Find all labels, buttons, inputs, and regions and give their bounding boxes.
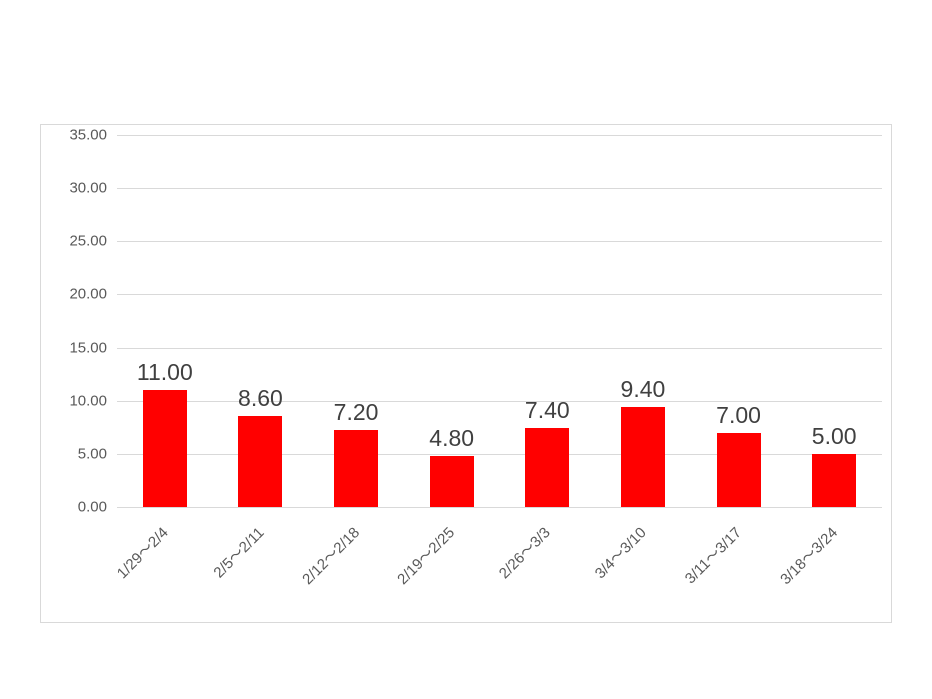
- bar: [430, 456, 474, 507]
- gridline: [117, 135, 882, 136]
- gridline: [117, 241, 882, 242]
- gridline: [117, 188, 882, 189]
- data-label: 7.20: [334, 399, 379, 426]
- data-label: 9.40: [621, 376, 666, 403]
- data-label: 11.00: [137, 359, 193, 386]
- data-label: 5.00: [812, 423, 857, 450]
- gridline: [117, 294, 882, 295]
- bar: [334, 430, 378, 507]
- bar: [812, 454, 856, 507]
- y-tick-label: 35.00: [69, 127, 107, 144]
- y-tick-label: 5.00: [78, 445, 107, 462]
- data-label: 7.40: [525, 397, 570, 424]
- bar: [143, 390, 187, 507]
- y-tick-label: 15.00: [69, 339, 107, 356]
- bar: [621, 407, 665, 507]
- y-tick-label: 25.00: [69, 233, 107, 250]
- data-label: 8.60: [238, 385, 283, 412]
- bar: [238, 416, 282, 507]
- y-tick-label: 20.00: [69, 286, 107, 303]
- bar: [525, 428, 569, 507]
- plot-area: 0.005.0010.0015.0020.0025.0030.0035.0011…: [117, 135, 882, 507]
- data-label: 7.00: [716, 402, 761, 429]
- y-tick-label: 10.00: [69, 392, 107, 409]
- y-tick-label: 30.00: [69, 180, 107, 197]
- gridline: [117, 348, 882, 349]
- data-label: 4.80: [429, 425, 474, 452]
- gridline: [117, 454, 882, 455]
- y-tick-label: 0.00: [78, 499, 107, 516]
- bar: [717, 433, 761, 507]
- gridline: [117, 507, 882, 508]
- gridline: [117, 401, 882, 402]
